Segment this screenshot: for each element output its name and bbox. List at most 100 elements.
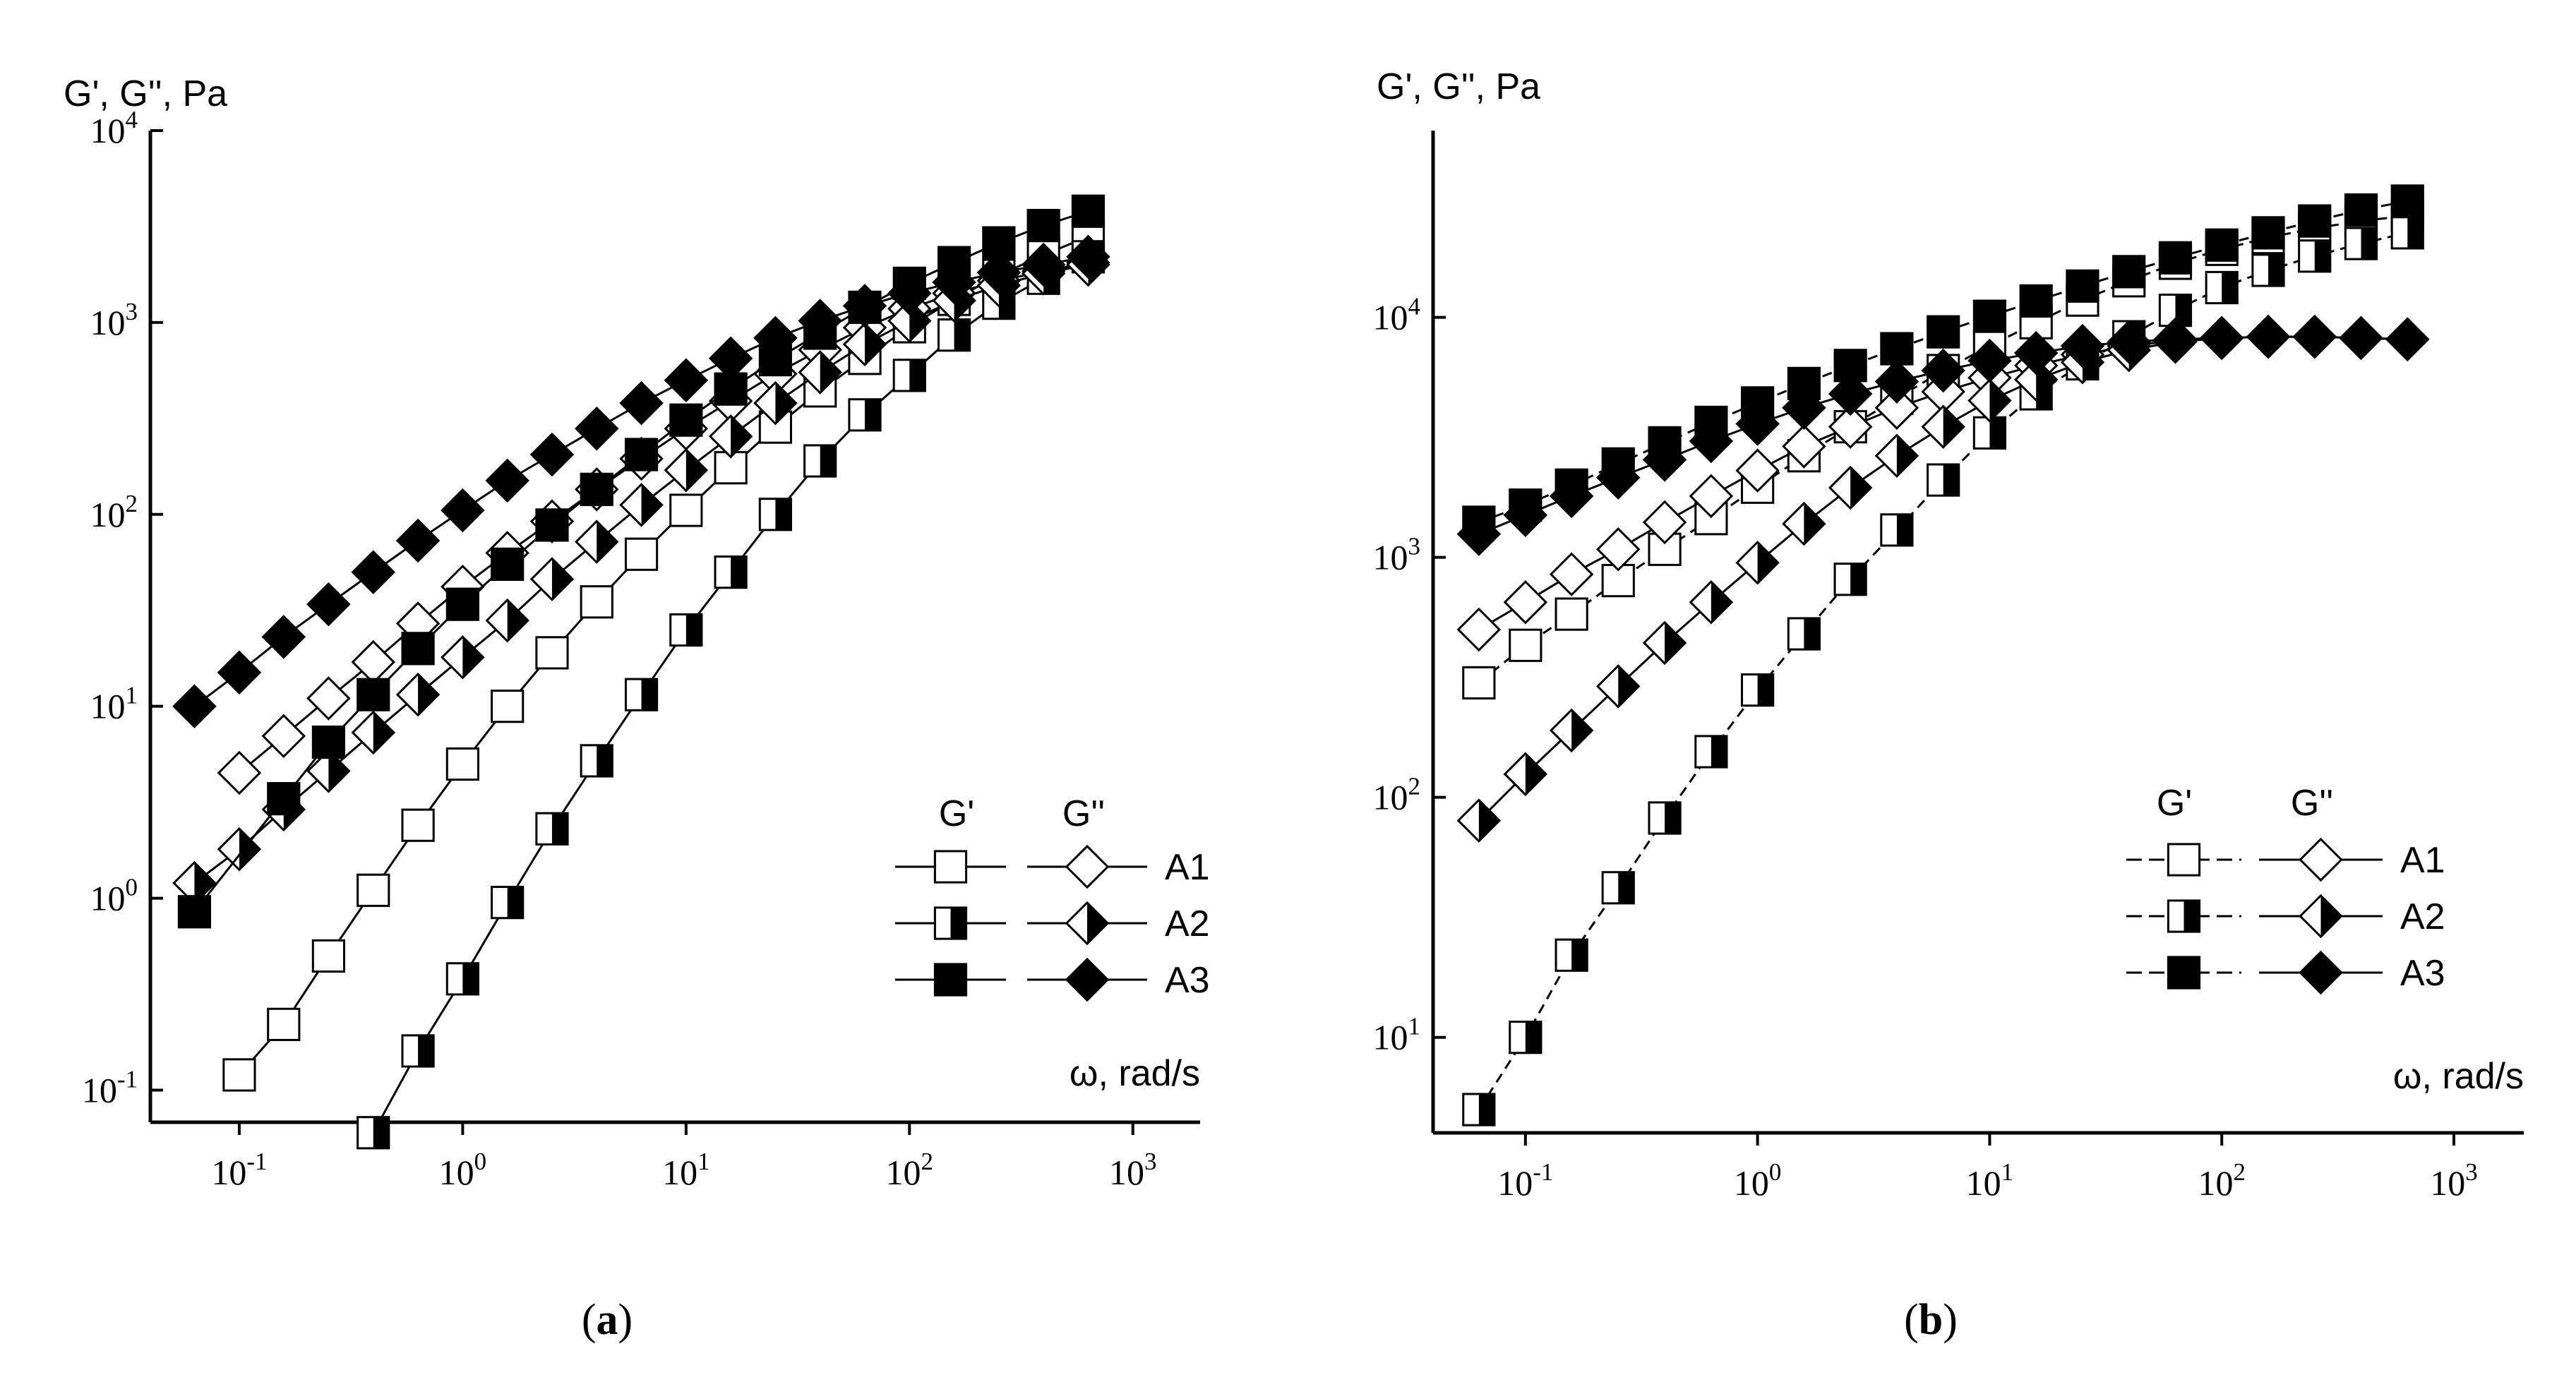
data-point: [351, 639, 396, 685]
data-point: [177, 895, 212, 929]
data-point: [445, 587, 479, 621]
legend-marker-square: [933, 963, 968, 997]
x-tick-label: 101: [662, 1148, 710, 1192]
data-point: [535, 636, 569, 670]
legend-marker-diamond: [1065, 901, 1110, 946]
data-point: [1026, 208, 1060, 243]
data-point: [1596, 527, 1641, 572]
data-point: [491, 547, 525, 581]
data-point: [261, 714, 306, 759]
data-point: [708, 414, 753, 459]
data-point: [1462, 666, 1496, 700]
data-point: [842, 284, 887, 328]
data-point: [1549, 552, 1594, 596]
data-point: [1596, 455, 1641, 500]
x-tick-label: 103: [2430, 1158, 2478, 1203]
x-tick-label: 10-1: [1497, 1158, 1553, 1203]
data-point: [357, 873, 390, 907]
data-point: [441, 488, 485, 533]
legend-marker-square: [2167, 899, 2201, 933]
legend: G' G'' A1 A2 A3: [895, 793, 1210, 1002]
x-tick-label: 102: [886, 1148, 934, 1192]
x-tick-label: 103: [1109, 1148, 1157, 1192]
data-point: [491, 690, 525, 723]
data-point: [976, 250, 1022, 295]
data-point: [624, 537, 659, 571]
caption-a: (a): [582, 1296, 633, 1344]
data-point: [1596, 664, 1641, 709]
data-point: [357, 678, 390, 711]
data-point: [580, 472, 613, 506]
data-point: [1549, 474, 1594, 519]
data-point: [1782, 385, 1826, 430]
data-point: [2251, 253, 2285, 287]
data-point: [798, 299, 842, 343]
data-point: [664, 358, 709, 402]
legend-marker-square: [2167, 843, 2201, 877]
legend-row-a3: A3: [895, 957, 1210, 1002]
data-point: [2251, 216, 2285, 250]
series-a2-loss: [1456, 314, 2430, 843]
y-tick-label: 102: [90, 490, 138, 534]
x-tick-label: 100: [439, 1148, 487, 1192]
data-point: [222, 1058, 256, 1092]
data-point: [1554, 597, 1588, 631]
data-point: [1874, 433, 1919, 478]
legend-marker-square: [2167, 956, 2201, 990]
data-point: [2246, 314, 2291, 359]
data-point: [2060, 323, 2105, 368]
data-point: [2158, 241, 2193, 275]
data-point: [1503, 493, 1548, 537]
data-point: [401, 808, 435, 842]
data-point: [1927, 315, 1960, 349]
legend-label: A1: [1165, 847, 1210, 888]
data-point: [2205, 228, 2239, 262]
data-point: [2339, 316, 2383, 361]
legend-label: A3: [1165, 960, 1210, 1001]
data-point: [306, 582, 351, 627]
data-point: [2344, 193, 2378, 227]
legend-label: A2: [2400, 896, 2445, 937]
y-tick-label: 100: [90, 874, 138, 918]
data-point: [580, 744, 613, 778]
y-tick-label: 10-1: [82, 1065, 138, 1110]
data-point: [351, 550, 396, 594]
data-point: [1456, 512, 1502, 556]
data-point: [887, 271, 932, 316]
chart-panel-b: 10-1 100 101 102 103 101 102 103 104 G', G'', Pa ω…: [1373, 66, 2524, 1203]
legend-row-a3: A3: [2126, 950, 2445, 995]
data-point: [1927, 463, 1960, 497]
data-point: [758, 498, 793, 531]
data-point: [842, 322, 887, 366]
data-point: [1503, 580, 1548, 625]
legend: G' G'' A1 A2 A3: [2126, 783, 2445, 995]
y-tick-label: 104: [1373, 293, 1421, 337]
data-point: [669, 403, 703, 437]
data-point: [311, 939, 346, 973]
data-point: [1828, 465, 1873, 510]
data-point: [2013, 330, 2059, 375]
data-point: [311, 725, 346, 759]
data-point: [1921, 404, 1965, 449]
data-point: [580, 585, 613, 619]
data-point: [1071, 194, 1106, 228]
legend-header-loss: G'': [1062, 793, 1105, 834]
data-point: [217, 750, 262, 795]
data-point: [535, 812, 569, 846]
data-point: [624, 438, 659, 471]
data-point: [1601, 871, 1635, 905]
data-point: [267, 781, 301, 816]
series-a1-loss: [217, 240, 1110, 795]
data-point: [1689, 474, 1734, 519]
data-point: [172, 684, 217, 728]
data-point: [485, 458, 529, 503]
data-point: [401, 1034, 435, 1068]
data-point: [1735, 448, 1780, 493]
data-point: [535, 508, 569, 542]
data-point: [1880, 513, 1914, 547]
data-point: [485, 598, 529, 643]
legend-marker-diamond: [2299, 894, 2343, 939]
series-a2-loss: [172, 242, 1110, 906]
data-point: [669, 493, 703, 527]
data-point: [1456, 607, 1502, 652]
